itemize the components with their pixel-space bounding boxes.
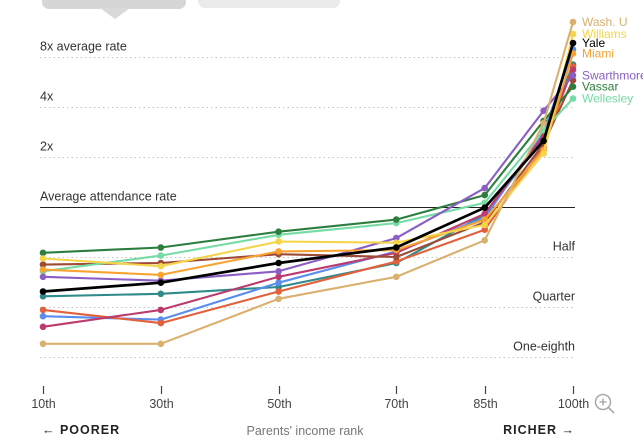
data-point-williams[interactable] [569, 30, 577, 38]
data-point-yale[interactable] [540, 137, 547, 145]
data-point-yale[interactable] [393, 244, 400, 251]
tooltip-pointer-icon [100, 8, 130, 19]
poorer-axis-label: ← POORER [42, 423, 121, 437]
gridline-label-2x: 2x [40, 140, 54, 154]
gridline-label-average-attendance-rate: Average attendance rate [40, 190, 177, 204]
x-tick-label: 70th [384, 397, 408, 411]
zoom-in-icon[interactable] [592, 391, 620, 419]
data-point-unlabeled-10[interactable] [39, 306, 47, 314]
data-point-swarthmore[interactable] [540, 107, 547, 114]
legend-label-wellesley[interactable]: Wellesley [582, 92, 633, 106]
data-point-williams[interactable] [481, 221, 489, 229]
data-point-unlabeled-8[interactable] [39, 293, 47, 300]
data-point-wash-u[interactable] [393, 273, 400, 281]
tooltip-remnant-left [42, 0, 186, 9]
data-point-swarthmore[interactable] [481, 184, 489, 192]
data-point-wash-u[interactable] [157, 340, 165, 348]
legend-label-miami[interactable]: Miami [582, 47, 614, 61]
data-point-unlabeled-12[interactable] [393, 253, 400, 261]
legend-label-vassar[interactable]: Vassar [582, 80, 618, 94]
data-point-miami[interactable] [275, 248, 282, 255]
data-point-unlabeled-11[interactable] [157, 306, 165, 314]
data-point-yale[interactable] [569, 39, 577, 47]
x-tick-label: 50th [267, 397, 291, 411]
data-point-vassar[interactable] [393, 216, 400, 223]
data-point-williams[interactable] [275, 238, 282, 245]
data-point-unlabeled-8[interactable] [157, 290, 165, 298]
data-point-wellesley[interactable] [569, 95, 577, 102]
data-point-williams[interactable] [39, 255, 47, 262]
richer-axis-label: RICHER → [503, 423, 575, 437]
data-point-unlabeled-11[interactable] [39, 323, 47, 331]
data-point-wash-u[interactable] [39, 340, 47, 348]
data-point-wash-u[interactable] [540, 119, 547, 127]
data-point-unlabeled-11[interactable] [275, 273, 282, 281]
data-point-miami[interactable] [39, 266, 47, 273]
data-point-williams[interactable] [540, 150, 547, 157]
x-axis-title: Parents' income rank [246, 424, 364, 438]
data-point-wellesley[interactable] [157, 252, 165, 259]
data-point-unlabeled-11[interactable] [481, 210, 489, 218]
x-tick-label: 100th [558, 397, 589, 411]
data-point-unlabeled-9[interactable] [39, 312, 47, 320]
data-point-yale[interactable] [39, 288, 47, 295]
tooltip-remnant-right [198, 0, 340, 8]
data-point-unlabeled-11[interactable] [569, 66, 577, 74]
data-point-yale[interactable] [481, 204, 489, 211]
legend-label-williams[interactable]: Williams [582, 27, 627, 41]
x-tick-label: 30th [149, 397, 173, 411]
data-point-wash-u[interactable] [275, 295, 282, 303]
data-point-wash-u[interactable] [481, 237, 489, 244]
data-point-unlabeled-12[interactable] [39, 261, 47, 268]
data-point-swarthmore[interactable] [39, 273, 47, 281]
data-point-vassar[interactable] [275, 228, 282, 235]
data-point-swarthmore[interactable] [275, 268, 282, 275]
gridline-label-4x: 4x [40, 90, 54, 104]
x-tick-label: 10th [31, 397, 55, 411]
legend-label-wash-u[interactable]: Wash. U [582, 15, 628, 29]
data-point-vassar[interactable] [157, 244, 165, 251]
series-line-vassar[interactable] [41, 85, 575, 254]
gridline-label-8x-average-rate: 8x average rate [40, 40, 127, 54]
data-point-vassar[interactable] [569, 83, 577, 90]
legend-label-yale[interactable]: Yale [582, 36, 605, 50]
data-point-swarthmore[interactable] [393, 234, 400, 242]
data-point-wash-u[interactable] [569, 18, 577, 26]
gridline-label-quarter: Quarter [533, 290, 575, 304]
data-point-vassar[interactable] [481, 191, 489, 199]
x-tick-label: 85th [473, 397, 497, 411]
data-point-unlabeled-9[interactable] [275, 279, 282, 287]
data-point-yale[interactable] [157, 279, 165, 287]
data-point-unlabeled-10[interactable] [275, 288, 282, 295]
data-point-unlabeled-10[interactable] [481, 226, 489, 233]
data-point-unlabeled-10[interactable] [157, 319, 165, 327]
legend-label-swarthmore[interactable]: Swarthmore [582, 68, 643, 82]
data-point-williams[interactable] [393, 239, 400, 246]
data-point-miami[interactable] [157, 271, 165, 279]
gridline-label-one-eighth: One-eighth [513, 340, 575, 354]
gridline-label-half: Half [553, 240, 576, 254]
data-point-williams[interactable] [157, 262, 165, 270]
data-point-yale[interactable] [275, 259, 282, 267]
data-point-swarthmore[interactable] [569, 72, 577, 79]
data-point-vassar[interactable] [39, 249, 47, 257]
